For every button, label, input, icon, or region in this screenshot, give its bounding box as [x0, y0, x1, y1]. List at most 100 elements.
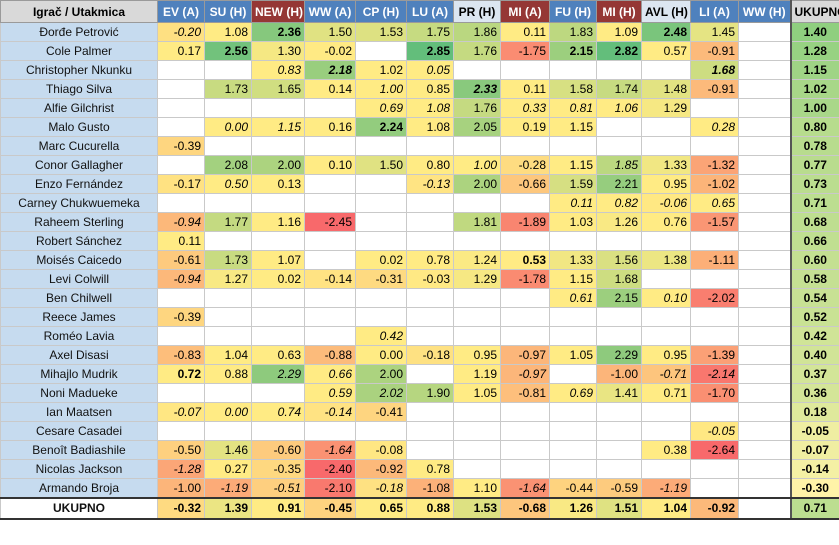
rating-cell: 0.17	[157, 41, 205, 61]
rating-cell	[453, 326, 501, 346]
rating-cell	[251, 326, 305, 346]
rating-cell: 0.95	[641, 345, 691, 365]
rating-cell: 0.85	[406, 79, 454, 99]
rating-cell: -0.51	[251, 478, 305, 499]
player-row: Raheem Sterling -0.94 1.77 1.16 -2.45 1.81 -1.…	[0, 212, 839, 232]
player-total: 0.42	[789, 326, 839, 346]
rating-cell: -1.75	[500, 41, 550, 61]
rating-cell: 2.56	[204, 41, 252, 61]
rating-cell: 1.45	[690, 22, 739, 42]
rating-cell	[500, 307, 550, 327]
rating-cell: 1.76	[453, 98, 501, 118]
rating-cell: 2.15	[549, 41, 597, 61]
match-header: PR (H)	[453, 0, 501, 23]
match-total-cell: 0.65	[355, 496, 407, 520]
rating-cell	[304, 326, 356, 346]
rating-cell: 1.09	[596, 22, 642, 42]
rating-cell	[549, 421, 597, 441]
rating-cell	[690, 98, 739, 118]
rating-cell: 1.53	[355, 22, 407, 42]
match-total-cell: -0.45	[304, 496, 356, 520]
rating-cell: -0.92	[355, 459, 407, 479]
rating-cell: 0.00	[355, 345, 407, 365]
rating-cell: 0.53	[500, 250, 550, 270]
rating-cell: 1.41	[596, 383, 642, 403]
rating-cell: 0.10	[304, 155, 356, 175]
rating-cell	[453, 231, 501, 251]
rating-cell: -1.70	[690, 383, 739, 403]
rating-cell	[204, 98, 252, 118]
player-total: 0.36	[789, 383, 839, 403]
match-header: EV (A)	[157, 0, 205, 23]
rating-cell	[204, 60, 252, 80]
rating-cell: -0.97	[500, 364, 550, 384]
rating-cell: 0.10	[641, 288, 691, 308]
rating-cell	[738, 79, 791, 99]
rating-cell: -0.03	[406, 269, 454, 289]
match-header: WW (A)	[304, 0, 356, 23]
rating-cell	[157, 193, 205, 213]
rating-cell	[251, 231, 305, 251]
rating-cell	[738, 326, 791, 346]
player-row: Alfie Gilchrist 0.69 1.08 1.76 0.33 0.81 1.06 1…	[0, 98, 839, 118]
player-name: Armando Broja	[0, 478, 158, 499]
rating-cell: 2.29	[251, 364, 305, 384]
rating-cell: -2.02	[690, 288, 739, 308]
rating-cell: -2.45	[304, 212, 356, 232]
rating-cell	[690, 136, 739, 156]
rating-cell	[549, 231, 597, 251]
player-row: Malo Gusto 0.00 1.15 0.16 2.24 1.08 2.05 0.19 1.…	[0, 117, 839, 137]
rating-cell: 2.21	[596, 174, 642, 194]
rating-cell	[406, 364, 454, 384]
rating-cell: 1.85	[596, 155, 642, 175]
player-name: Cesare Casadei	[0, 421, 158, 441]
ratings-table: Igrač / Utakmica EV (A) SU (H) NEW (H) WW (…	[0, 0, 839, 520]
rating-cell: 1.05	[453, 383, 501, 403]
rating-cell	[738, 288, 791, 308]
rating-cell	[738, 269, 791, 289]
rating-cell: -1.78	[500, 269, 550, 289]
rating-cell: 1.04	[204, 345, 252, 365]
player-name: Axel Disasi	[0, 345, 158, 365]
rating-cell	[355, 307, 407, 327]
rating-cell	[304, 98, 356, 118]
player-row: Nicolas Jackson -1.28 0.27 -0.35 -2.40 -0.92 0…	[0, 459, 839, 479]
rating-cell	[453, 136, 501, 156]
rating-cell	[738, 383, 791, 403]
rating-cell: -0.59	[596, 478, 642, 499]
rating-cell	[304, 136, 356, 156]
rating-cell	[738, 174, 791, 194]
rating-cell: -2.40	[304, 459, 356, 479]
rating-cell: 0.61	[549, 288, 597, 308]
match-total-cell: -0.92	[690, 496, 739, 520]
rating-cell	[596, 402, 642, 422]
rating-cell: 1.15	[549, 155, 597, 175]
rating-cell	[500, 326, 550, 346]
rating-cell: 1.08	[204, 22, 252, 42]
rating-cell	[500, 231, 550, 251]
rating-cell	[500, 60, 550, 80]
rating-cell	[500, 288, 550, 308]
rating-cell: 0.76	[641, 212, 691, 232]
rating-cell: -1.32	[690, 155, 739, 175]
rating-cell	[641, 459, 691, 479]
rating-cell: -0.02	[304, 41, 356, 61]
rating-cell	[596, 307, 642, 327]
rating-cell	[690, 459, 739, 479]
rating-cell: -1.39	[690, 345, 739, 365]
rating-cell	[157, 383, 205, 403]
rating-cell: 0.81	[549, 98, 597, 118]
rating-cell: 1.73	[204, 79, 252, 99]
player-name: Carney Chukwuemeka	[0, 193, 158, 213]
player-total: 1.00	[789, 98, 839, 118]
rating-cell	[500, 421, 550, 441]
player-name: Robert Sánchez	[0, 231, 158, 251]
rating-cell: -0.18	[406, 345, 454, 365]
player-row: Marc Cucurella -0.39 0.78	[0, 136, 839, 156]
rating-cell	[738, 231, 791, 251]
rating-cell: -0.14	[304, 269, 356, 289]
rating-cell: 0.78	[406, 250, 454, 270]
match-total-cell	[738, 496, 791, 520]
rating-cell: 1.05	[549, 345, 597, 365]
player-row: Cole Palmer 0.17 2.56 1.30 -0.02 2.85 1.76 -1.7…	[0, 41, 839, 61]
